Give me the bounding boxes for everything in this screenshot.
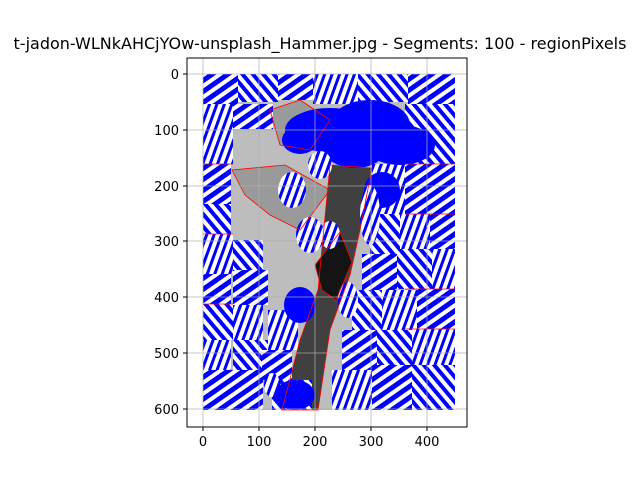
segment-patch <box>412 365 455 410</box>
segment-patch <box>203 104 233 164</box>
segment-boundary <box>203 163 455 330</box>
segment-patch <box>262 350 292 380</box>
segment-patch <box>372 365 412 410</box>
segment-patch <box>417 289 455 329</box>
segment-blob <box>360 185 380 245</box>
y-tick-label: 500 <box>154 347 179 362</box>
segment-patch <box>203 164 231 204</box>
y-tick-label: 100 <box>154 124 179 139</box>
segment-patch <box>408 74 455 104</box>
segment-patch <box>238 74 278 102</box>
segment-patch <box>358 74 408 102</box>
segment-blob <box>296 217 324 253</box>
segment-patch <box>362 254 397 290</box>
segment-boundaries <box>203 99 455 411</box>
segment-patch <box>278 74 313 100</box>
segment-blob <box>325 132 385 168</box>
segment-patch <box>430 214 455 249</box>
segment-patch <box>400 214 430 249</box>
segment-patch <box>233 104 273 129</box>
segment-patch <box>377 330 412 365</box>
segment-patch <box>203 304 233 340</box>
segment-patch <box>432 249 455 289</box>
segment-blob <box>338 282 358 318</box>
segment-patch <box>412 329 455 365</box>
segment-boundary <box>269 99 331 151</box>
segment-boundary <box>281 164 373 411</box>
y-tick-label: 400 <box>154 291 179 306</box>
axes-frame <box>186 57 468 428</box>
x-axis: 0 100 200 300 400 <box>199 427 440 450</box>
x-tick-label: 300 <box>359 435 384 450</box>
segment-patch <box>203 204 231 234</box>
x-tick-label: 0 <box>199 435 207 450</box>
segment-patch <box>203 74 238 104</box>
segment-blob <box>320 221 340 249</box>
x-tick-label: 100 <box>247 435 272 450</box>
y-tick-label: 600 <box>154 403 179 418</box>
segment-patch <box>313 74 358 104</box>
segment-blob <box>275 380 315 410</box>
segment-patch <box>342 330 377 370</box>
segment-patch <box>382 290 417 330</box>
y-axis: 0 100 200 300 400 500 600 <box>154 68 187 418</box>
segment-blob <box>284 287 316 323</box>
segment-patch <box>397 249 432 289</box>
y-tick-label: 300 <box>154 235 179 250</box>
segment-blob <box>278 172 306 208</box>
y-tick-label: 0 <box>171 68 179 83</box>
segment-boundary <box>231 164 331 231</box>
segment-patch <box>203 340 231 370</box>
segment-patch <box>233 370 263 410</box>
segment-patch <box>233 270 268 305</box>
segment-patch <box>332 370 372 410</box>
segment-blob <box>308 151 332 179</box>
grid <box>187 58 467 427</box>
segment-boundary <box>314 231 353 301</box>
segment-patch <box>203 274 231 304</box>
x-tick-label: 200 <box>303 435 328 450</box>
chart-title: t-jadon-WLNkAHCjYOw-unsplash_Hammer.jpg … <box>14 34 627 54</box>
segment-patch <box>203 370 233 410</box>
segment-patch <box>405 164 455 214</box>
segment-patch <box>203 234 233 274</box>
x-tick-label: 400 <box>415 435 440 450</box>
plot-area <box>187 58 467 427</box>
y-tick-label: 200 <box>154 180 179 195</box>
segment-patch <box>233 240 263 270</box>
segment-patch <box>233 305 263 340</box>
